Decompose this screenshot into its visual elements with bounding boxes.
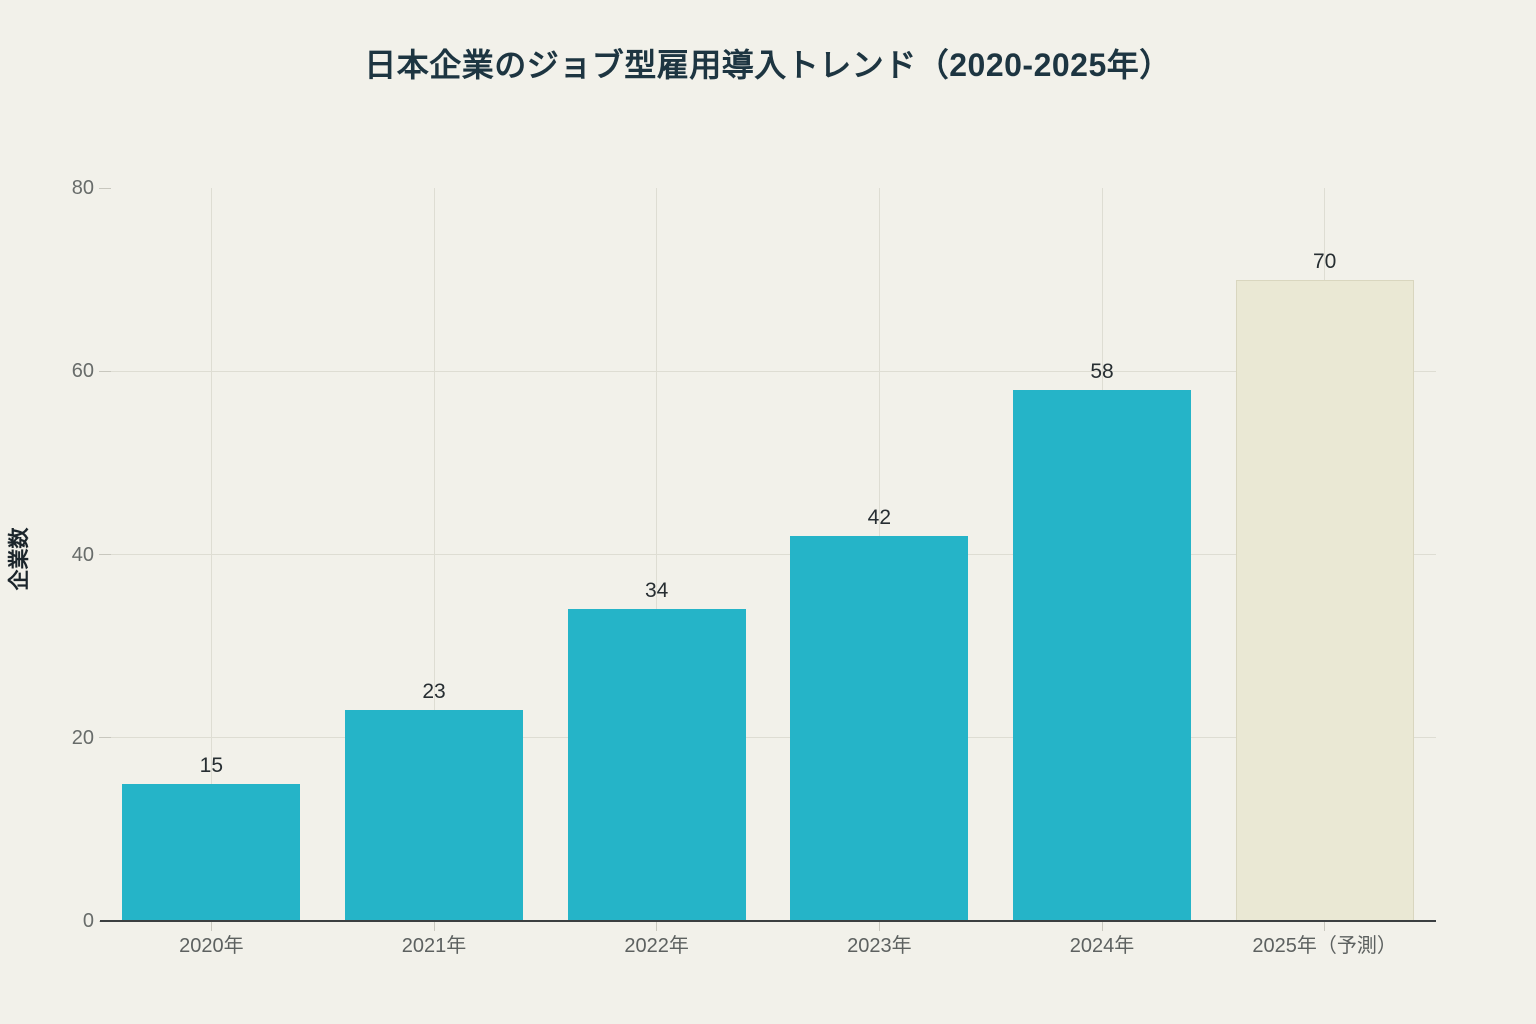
x-tick-label-0: 2020年 bbox=[179, 935, 244, 957]
x-tick-label-1: 2021年 bbox=[401, 935, 467, 957]
bar-2024年 bbox=[1013, 389, 1191, 921]
bar-value-2023年: 42 bbox=[867, 506, 891, 530]
x-tick-4 bbox=[1101, 922, 1103, 931]
x-tick-2 bbox=[656, 922, 658, 931]
bar-value-2025年（予測）: 70 bbox=[1312, 249, 1337, 273]
chart-title: 日本企業のジョブ型雇用導入トレンド（2020-2025年） bbox=[364, 47, 1172, 83]
bar-2023年 bbox=[790, 536, 969, 921]
bar-value-2021年: 23 bbox=[422, 680, 446, 704]
y-tick-label-20: 20 bbox=[71, 726, 94, 749]
y-tick-40 bbox=[99, 554, 111, 555]
bar-value-2022年: 34 bbox=[644, 579, 669, 603]
y-tick-20 bbox=[99, 737, 111, 739]
bar-2020年 bbox=[122, 783, 301, 921]
x-axis-line bbox=[100, 920, 1436, 922]
x-tick-label-3: 2023年 bbox=[847, 935, 912, 957]
y-tick-label-0: 0 bbox=[82, 910, 94, 932]
y-tick-label-40: 40 bbox=[71, 543, 94, 566]
x-tick-3 bbox=[878, 922, 880, 931]
gridline-x-2 bbox=[656, 188, 658, 921]
gridline-y-40 bbox=[100, 554, 1436, 555]
x-tick-5 bbox=[1324, 922, 1326, 931]
y-tick-label-60: 60 bbox=[71, 360, 94, 383]
gridline-y-60 bbox=[100, 370, 1436, 372]
x-tick-label-4: 2024年 bbox=[1069, 935, 1135, 957]
gridline-x-0 bbox=[210, 188, 212, 921]
bar-value-2024年: 58 bbox=[1090, 359, 1114, 383]
y-tick-60 bbox=[99, 370, 111, 372]
bar-2022年 bbox=[567, 609, 746, 921]
bar-2025年（予測） bbox=[1235, 279, 1414, 921]
bar-2021年 bbox=[345, 710, 523, 921]
y-tick-label-80: 80 bbox=[71, 177, 94, 199]
y-tick-80 bbox=[99, 187, 111, 189]
x-tick-label-5: 2025年（予測） bbox=[1252, 935, 1397, 957]
x-tick-0 bbox=[210, 922, 212, 931]
gridline-x-1 bbox=[433, 188, 435, 921]
gridline-y-20 bbox=[100, 737, 1436, 739]
bar-value-2020年: 15 bbox=[199, 753, 223, 777]
x-tick-label-2: 2022年 bbox=[624, 935, 689, 957]
x-tick-1 bbox=[433, 922, 435, 931]
